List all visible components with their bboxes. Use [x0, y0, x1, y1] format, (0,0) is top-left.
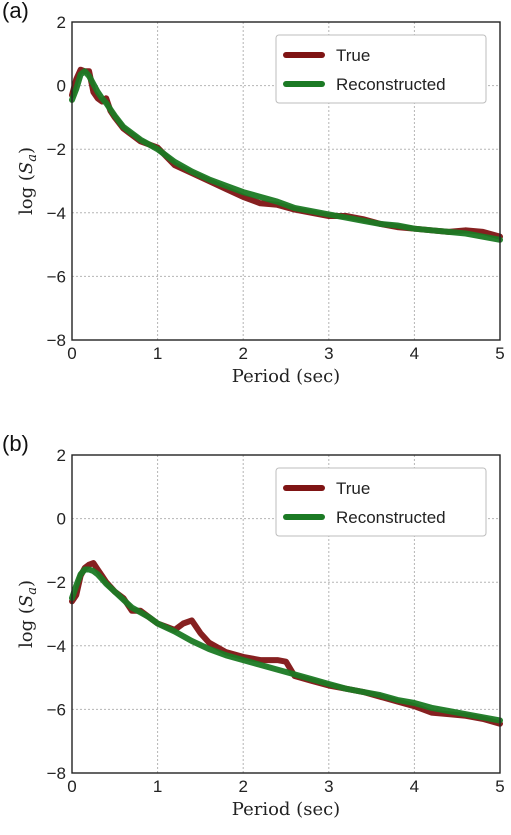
chart-panel-2: (b) 0 1 2 3 4 5 −8 −6 −4 −2 0 2 Period (sec) log (Sa) T… [2, 431, 505, 820]
legend-box [275, 467, 487, 537]
legend-label: Reconstructed [336, 75, 446, 94]
panel-label: (a) [2, 0, 29, 23]
x-tick-label: 5 [495, 344, 504, 363]
panel-label: (b) [2, 431, 29, 456]
chart-panel-1: (a) 0 1 2 3 4 5 −8 −6 −4 −2 0 2 Period (sec) log (Sa) T… [2, 0, 505, 387]
y-tick-label: −6 [47, 267, 66, 286]
y-axis-label: log (Sa) [16, 580, 40, 648]
legend: True Reconstructed [275, 34, 487, 104]
x-tick-label: 3 [324, 344, 333, 363]
legend-box [275, 34, 487, 104]
y-tick-label: −4 [47, 637, 66, 656]
x-tick-label: 1 [153, 344, 162, 363]
y-tick-label: −2 [47, 140, 66, 159]
y-axis-label: log (Sa) [16, 147, 40, 215]
y-tick-label: −8 [47, 331, 66, 350]
legend: True Reconstructed [275, 467, 487, 537]
y-axis-label-subscript: a [25, 154, 40, 162]
x-axis-label: Period (sec) [232, 799, 340, 820]
series-line-true [69, 560, 503, 727]
y-axis-label-prefix: log ( [16, 174, 37, 215]
y-tick-label: −6 [47, 700, 66, 719]
y-tick-label: 2 [57, 13, 66, 32]
x-axis-label: Period (sec) [232, 366, 340, 387]
y-tick-label: 2 [57, 446, 66, 465]
plot-frame [71, 454, 501, 774]
x-tick-label: 2 [238, 777, 247, 796]
x-tick-label: 0 [67, 344, 76, 363]
plot-frame [71, 21, 501, 341]
x-tick-label: 5 [495, 777, 504, 796]
y-tick-label: 0 [57, 510, 66, 529]
y-tick-label: 0 [57, 77, 66, 96]
y-axis-label-symbol: S [16, 162, 37, 174]
x-tick-label: 2 [238, 344, 247, 363]
y-axis-label-close: ) [16, 147, 37, 154]
x-tick-label: 4 [410, 777, 419, 796]
y-axis-label-prefix: log ( [16, 607, 37, 648]
x-tick-label: 4 [410, 344, 419, 363]
y-tick-label: −4 [47, 204, 66, 223]
y-axis-label-symbol: S [16, 595, 37, 607]
series-line-reconstructed [69, 566, 503, 724]
x-tick-label: 1 [153, 777, 162, 796]
legend-label: True [336, 46, 370, 65]
y-axis-label-close: ) [16, 580, 37, 587]
x-tick-label: 3 [324, 777, 333, 796]
legend-label: Reconstructed [336, 508, 446, 527]
y-tick-label: −2 [47, 573, 66, 592]
y-axis-label-subscript: a [25, 587, 40, 595]
x-tick-label: 0 [67, 777, 76, 796]
y-tick-label: −8 [47, 764, 66, 783]
series-line-reconstructed [69, 68, 503, 243]
legend-label: True [336, 479, 370, 498]
